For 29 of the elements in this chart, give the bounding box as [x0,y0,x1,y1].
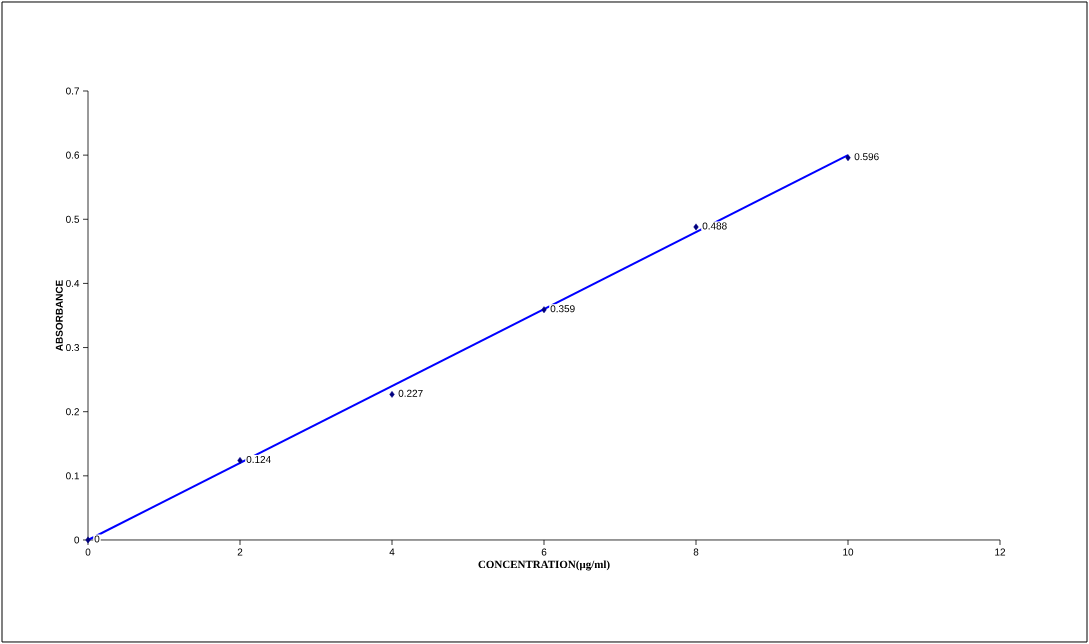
point [845,154,851,162]
x-tick-label: 0 [85,548,91,556]
x-tick-label: 4 [389,548,395,556]
y-tick-label: 0 [74,536,80,544]
x-axis-title: CONCENTRATION(µg/ml) [478,560,610,571]
data-label: 0.359 [550,305,575,313]
y-tick-label: 0.7 [66,87,79,95]
point [85,536,91,544]
x-tick-label: 2 [237,548,243,556]
y-tick-label: 0.4 [66,279,80,287]
y-tick-label: 0.1 [66,472,80,480]
data-label: 0.227 [398,389,423,397]
x-tick-label: 10 [843,548,854,556]
point [693,223,699,231]
y-tick-label: 0.3 [66,344,80,352]
y-tick-label: 0.5 [66,215,80,223]
y-tick-label: 0.2 [66,408,79,416]
point [389,390,395,398]
x-tick-label: 6 [541,548,547,556]
point [237,457,243,464]
y-axis-title: ABSORBANCE [55,280,63,351]
x-tick-label: 12 [995,548,1006,556]
data-label: 0.488 [702,222,727,230]
point [541,306,547,314]
x-tick-label: 8 [693,548,699,556]
y-tick-label: 0.6 [66,151,80,159]
data-label: 0.596 [854,153,879,161]
data-label: 0 [94,535,100,543]
data-label: 0.124 [246,455,271,463]
